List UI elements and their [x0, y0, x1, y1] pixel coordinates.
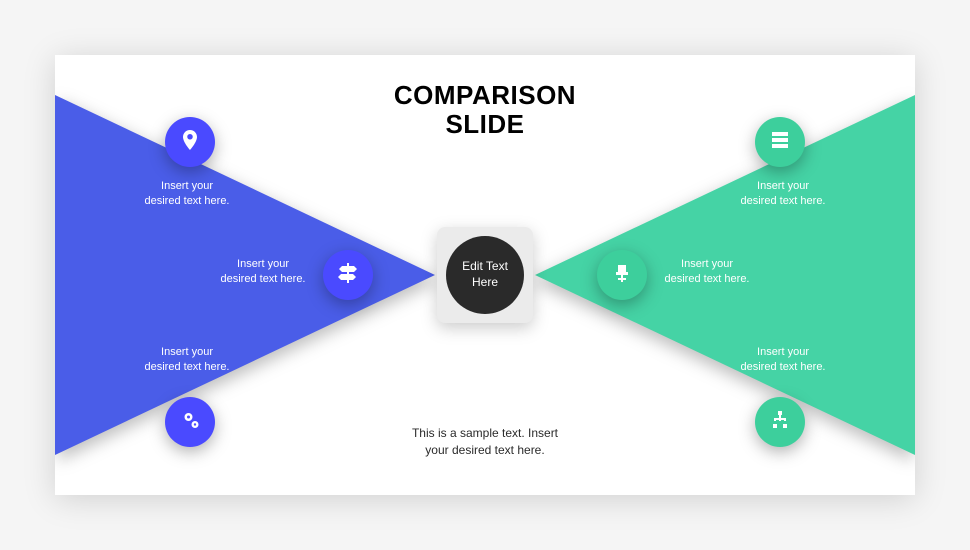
right-item-3-text: Insert your desired text here.	[723, 345, 843, 376]
title-line1: COMPARISON	[394, 81, 576, 110]
right-item-2-text: Insert your desired text here.	[647, 257, 767, 288]
right-item-1-icon-circle	[755, 117, 805, 167]
server-icon	[768, 128, 792, 157]
right-item-2-icon-circle	[597, 250, 647, 300]
center-box: Edit Text Here	[437, 227, 533, 323]
left-item-1-text: Insert your desired text here.	[127, 179, 247, 210]
hierarchy-icon	[768, 408, 792, 437]
comparison-slide: COMPARISON SLIDE Insert your desired tex…	[55, 55, 915, 495]
location-pin-icon	[178, 128, 202, 157]
left-item-3-text: Insert your desired text here.	[127, 345, 247, 376]
left-item-2-icon-circle	[323, 250, 373, 300]
signpost-icon	[336, 261, 360, 290]
right-item-3-icon-circle	[755, 397, 805, 447]
center-circle[interactable]: Edit Text Here	[446, 236, 524, 314]
chair-icon	[610, 261, 634, 290]
title-line2: SLIDE	[394, 110, 576, 139]
gears-icon	[178, 408, 202, 437]
slide-title: COMPARISON SLIDE	[394, 81, 576, 138]
right-item-1-text: Insert your desired text here.	[723, 179, 843, 210]
left-item-3-icon-circle	[165, 397, 215, 447]
left-item-2-text: Insert your desired text here.	[203, 257, 323, 288]
left-item-1-icon-circle	[165, 117, 215, 167]
bottom-caption: This is a sample text. Insert your desir…	[375, 425, 595, 459]
center-text: Edit Text Here	[462, 259, 508, 290]
